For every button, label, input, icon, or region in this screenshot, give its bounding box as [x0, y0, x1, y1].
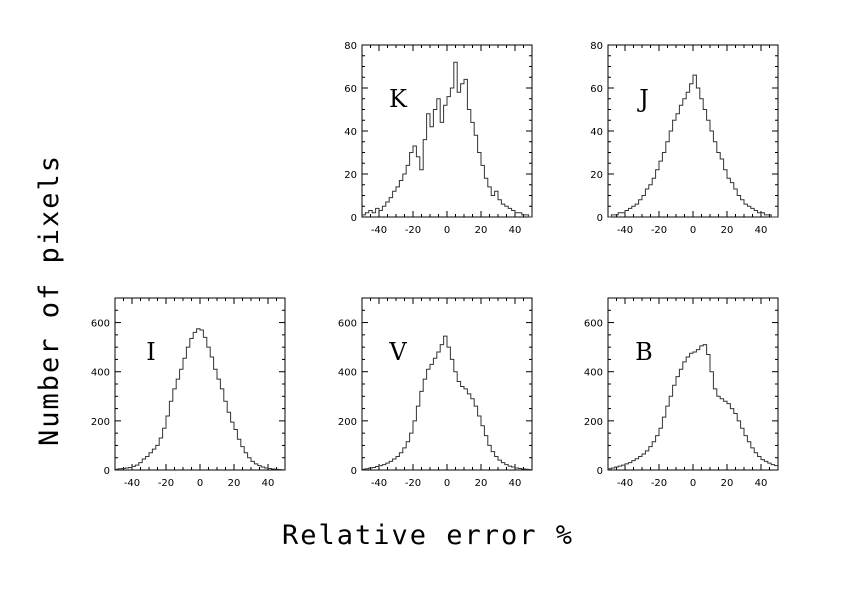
y-tick-label: 60 — [344, 84, 357, 95]
x-tick-label: -40 — [617, 478, 633, 489]
x-tick-label: 40 — [262, 478, 275, 489]
panel-label: V — [388, 338, 407, 366]
y-tick-label: 200 — [584, 417, 603, 428]
y-tick-label: 20 — [590, 170, 603, 181]
y-tick-label: 200 — [91, 417, 110, 428]
y-tick-label: 40 — [344, 127, 357, 138]
x-tick-label: -20 — [158, 478, 174, 489]
panel-k: -40 -20 0 20 40 0 20 40 60 80 K — [344, 41, 533, 236]
y-tick-label: 400 — [338, 368, 357, 379]
x-tick-label: -20 — [651, 478, 667, 489]
y-axis-title: Number of pixels — [34, 154, 65, 446]
histogram-series — [608, 344, 778, 470]
plot-frame — [361, 297, 533, 471]
x-tick-label: -20 — [405, 478, 421, 489]
x-tick-label: -20 — [405, 225, 421, 236]
x-tick-label: 0 — [197, 478, 203, 489]
y-tick-label: 400 — [91, 368, 110, 379]
panel-label: I — [146, 338, 155, 366]
plot-frame — [607, 297, 779, 471]
x-tick-label: -40 — [124, 478, 140, 489]
histogram-series — [115, 328, 285, 471]
x-tick-label: 20 — [721, 478, 734, 489]
x-tick-label: 20 — [475, 225, 488, 236]
y-tick-label: 0 — [597, 213, 603, 224]
x-tick-label: 40 — [509, 225, 522, 236]
x-axis-title: Relative error % — [282, 520, 574, 551]
y-tick-label: 600 — [91, 319, 110, 330]
plot-frame — [114, 297, 286, 471]
y-tick-label: 600 — [338, 319, 357, 330]
x-tick-label: 20 — [721, 225, 734, 236]
histogram-series — [608, 74, 778, 218]
x-tick-label: 40 — [509, 478, 522, 489]
x-tick-label: -20 — [651, 225, 667, 236]
y-tick-label: 20 — [344, 170, 357, 181]
panel-label: K — [389, 85, 408, 113]
x-tick-label: 0 — [444, 225, 450, 236]
x-tick-label: -40 — [371, 225, 387, 236]
x-tick-label: 40 — [755, 478, 768, 489]
x-tick-label: 0 — [690, 225, 696, 236]
x-tick-label: 20 — [228, 478, 241, 489]
y-tick-label: 200 — [338, 417, 357, 428]
y-tick-label: 0 — [104, 466, 110, 477]
panel-label: B — [635, 338, 653, 366]
x-tick-label: 20 — [475, 478, 488, 489]
y-tick-label: 400 — [584, 368, 603, 379]
y-tick-label: 40 — [590, 127, 603, 138]
plot-frame — [361, 44, 533, 218]
y-tick-label: 0 — [351, 466, 357, 477]
panel-j: -40 -20 0 20 40 0 20 40 60 80 J — [590, 41, 779, 236]
histogram-series — [362, 335, 532, 471]
histogram-series — [362, 61, 532, 218]
x-tick-label: 0 — [444, 478, 450, 489]
plot-frame — [607, 44, 779, 218]
x-tick-label: -40 — [371, 478, 387, 489]
y-tick-label: 0 — [597, 466, 603, 477]
y-tick-label: 0 — [351, 213, 357, 224]
y-tick-label: 80 — [344, 41, 357, 52]
x-tick-label: 0 — [690, 478, 696, 489]
y-tick-label: 80 — [590, 41, 603, 52]
panel-label: J — [636, 85, 649, 113]
y-tick-label: 600 — [584, 319, 603, 330]
x-tick-label: 40 — [755, 225, 768, 236]
x-tick-label: -40 — [617, 225, 633, 236]
y-tick-label: 60 — [590, 84, 603, 95]
